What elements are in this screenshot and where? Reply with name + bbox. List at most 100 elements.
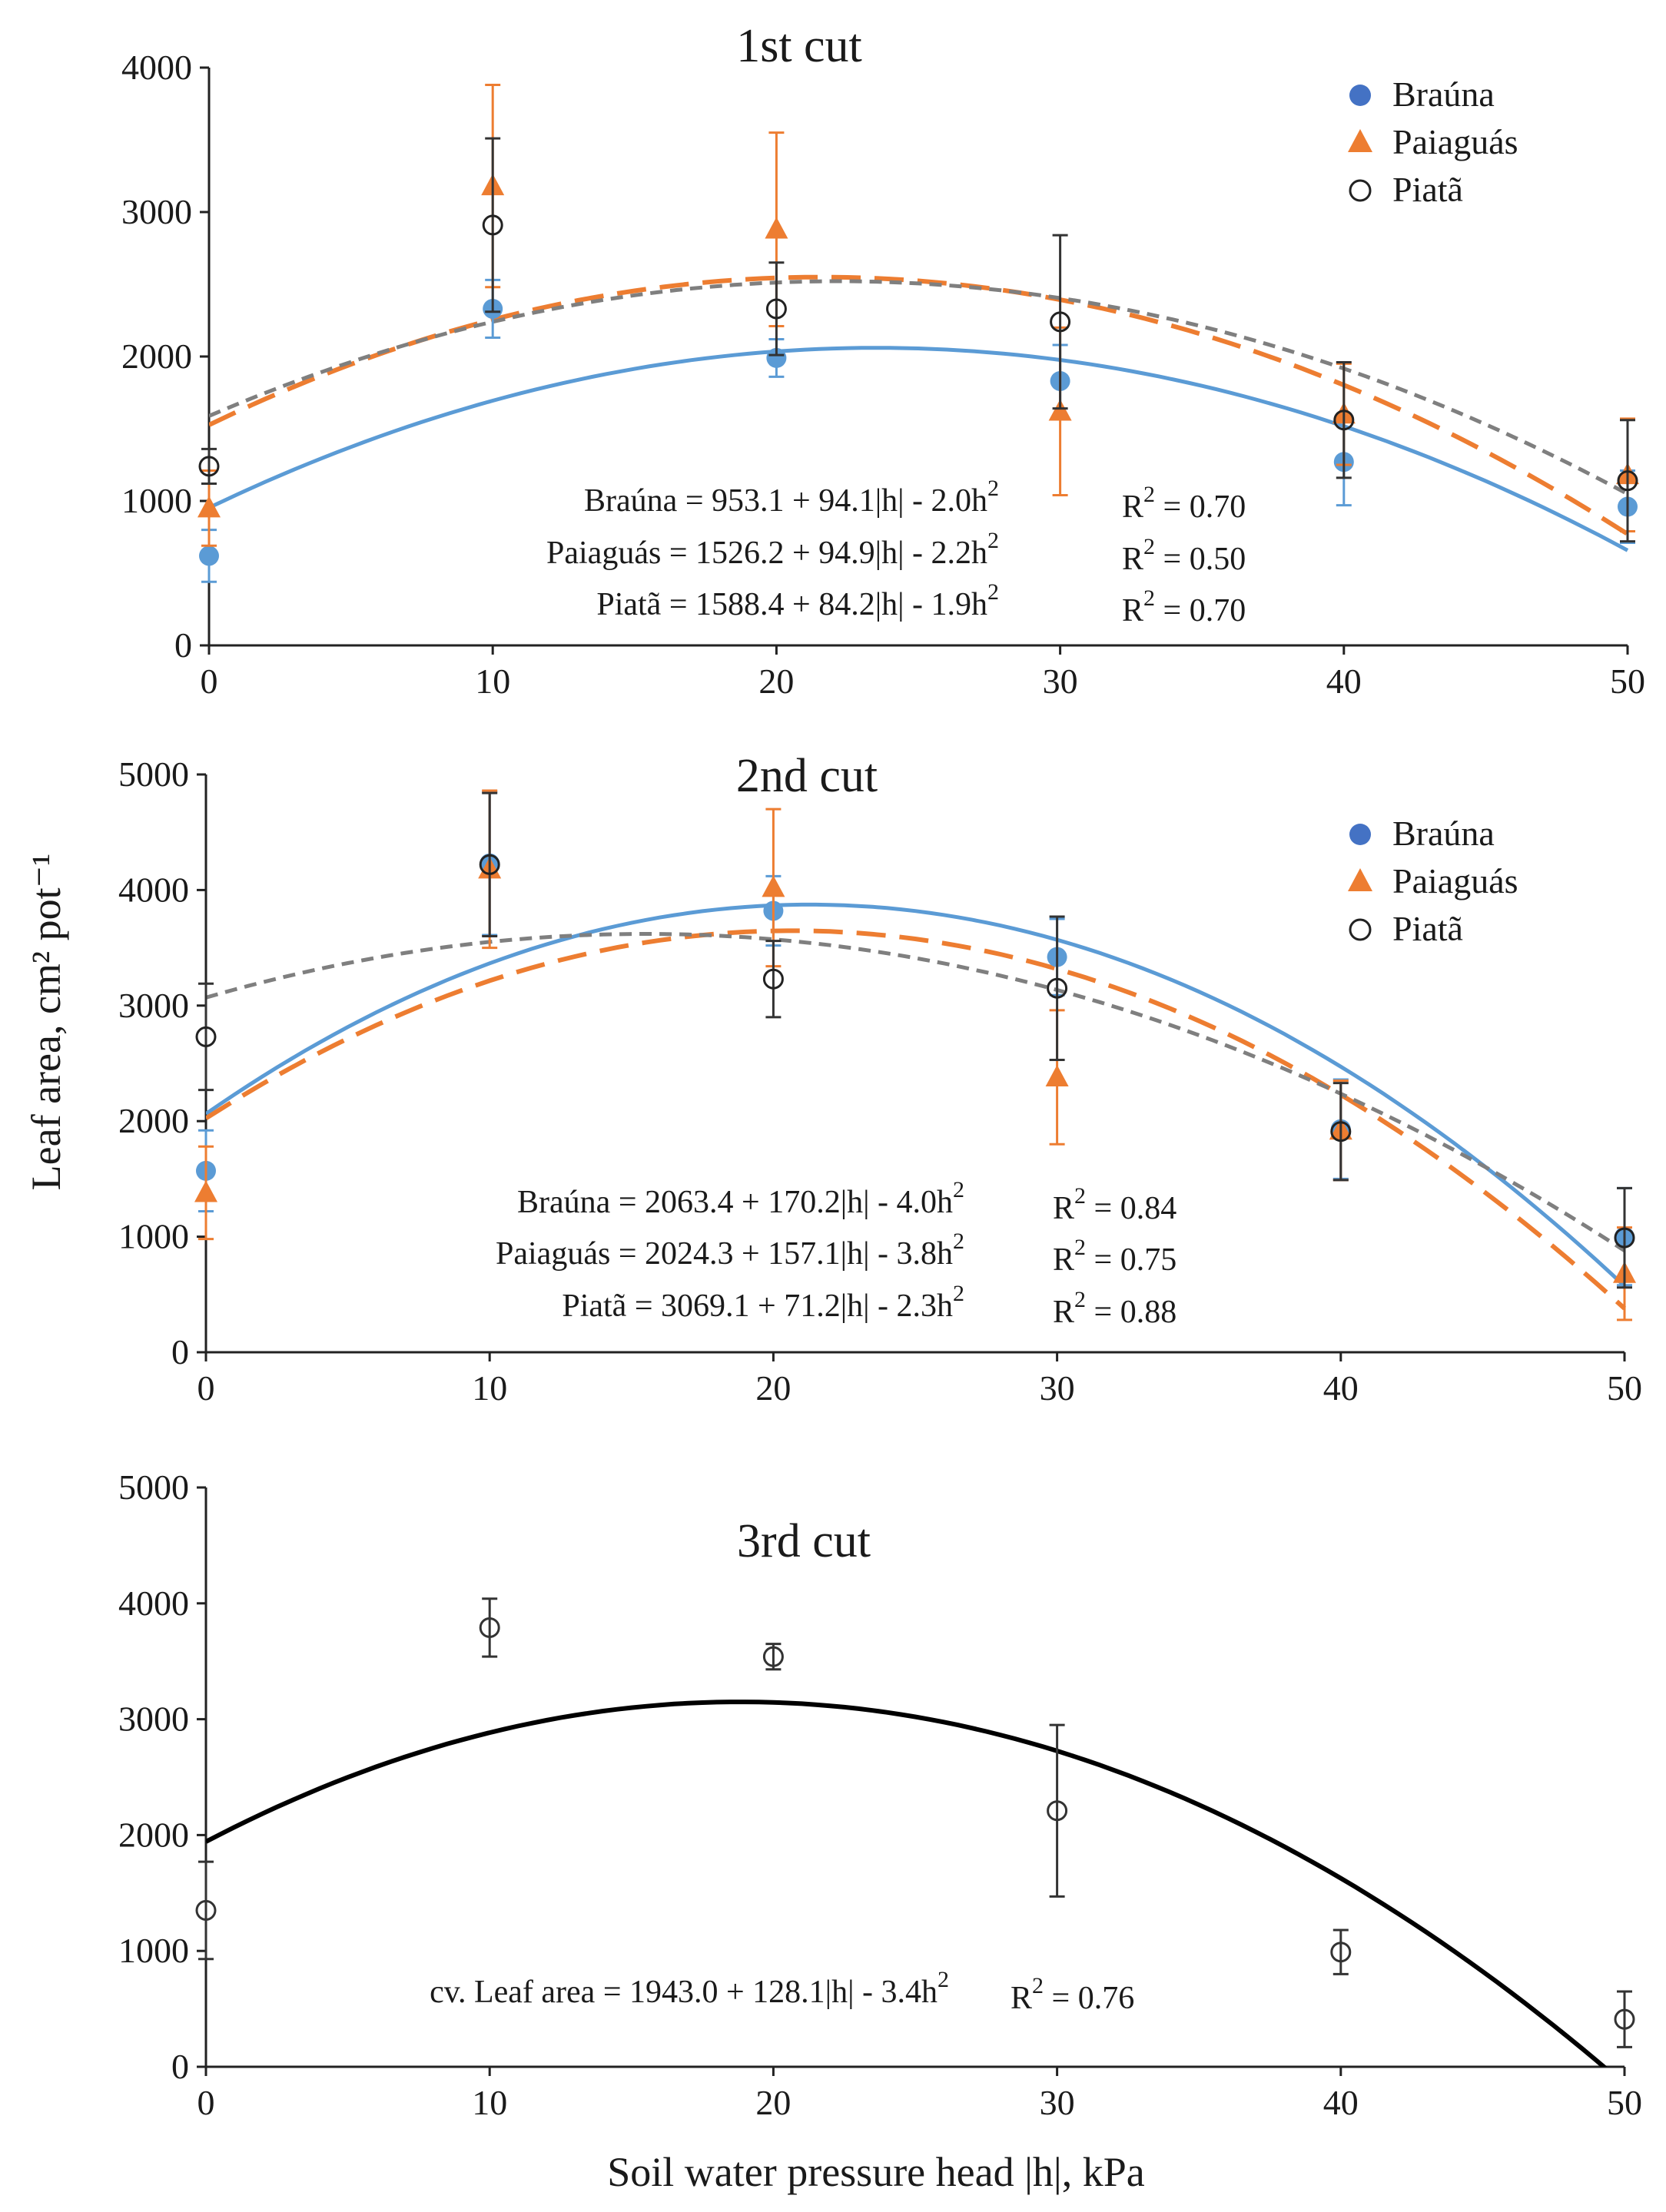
x-tick-label: 50 — [1610, 662, 1645, 701]
fit-curve-piatã — [206, 931, 1626, 1252]
r-squared-value: = 0.50 — [1155, 542, 1246, 577]
equation-exponent: 2 — [953, 1281, 964, 1306]
data-point-piata — [1614, 1227, 1635, 1249]
fit-curve-braúna — [209, 346, 1629, 552]
x-tick-label: 30 — [1040, 1368, 1075, 1408]
data-point-paiaguas — [194, 1180, 217, 1202]
y-tick-label: 4000 — [118, 870, 189, 909]
data-point-cv — [195, 1899, 217, 1921]
data-point-cv — [762, 1646, 784, 1667]
y-tick-label: 2000 — [118, 1815, 189, 1854]
x-tick-label: 20 — [755, 2083, 791, 2122]
legend-label: Paiaguás — [1392, 861, 1518, 900]
equation-exponent: 2 — [953, 1177, 964, 1202]
data-point-cv — [1330, 1942, 1352, 1963]
legend-marker-piata — [1349, 179, 1372, 202]
r-squared-exponent: 2 — [1143, 534, 1155, 559]
r-squared-value: = 0.88 — [1086, 1295, 1176, 1330]
chart-title: 3rd cut — [737, 1515, 871, 1567]
data-point-piata — [1617, 470, 1638, 492]
x-tick-label: 0 — [197, 1368, 215, 1408]
r-squared-exponent: 2 — [1074, 1287, 1086, 1312]
r-squared-symbol: R — [1011, 1981, 1032, 2016]
data-point-cv — [479, 1617, 500, 1638]
x-axis-title: Soil water pressure head |h|, kPa — [607, 2149, 1144, 2195]
r-squared-value: = 0.76 — [1044, 1981, 1134, 2016]
data-point-cv — [1047, 1800, 1068, 1822]
r-squared-exponent: 2 — [1032, 1973, 1044, 1998]
y-tick-label: 4000 — [121, 48, 192, 87]
x-tick-label: 0 — [201, 662, 218, 701]
legend-marker-paiaguas — [1348, 868, 1372, 891]
data-point-piata — [195, 1026, 217, 1047]
legend-label: Braúna — [1392, 814, 1495, 853]
y-tick-label: 0 — [171, 2047, 189, 2086]
r-squared-symbol: R — [1053, 1191, 1074, 1226]
chart-panel-2: 2nd cut 0 1000 2000 3000 4000 5000 0 10 20 30 40 50 B… — [118, 750, 1642, 1408]
r-squared-exponent: 2 — [1143, 585, 1155, 611]
x-tick-label: 10 — [472, 1368, 507, 1408]
equation-exponent: 2 — [987, 579, 999, 605]
equation-text: Paiaguás = 1526.2 + 94.9|h| - 2.2h2 — [546, 528, 999, 571]
equation-body: Braúna = 953.1 + 94.1|h| - 2.0h — [584, 483, 987, 519]
data-point-brauna — [199, 546, 219, 566]
y-tick-label: 3000 — [118, 1700, 189, 1739]
data-point-piata — [479, 854, 500, 875]
r-squared-symbol: R — [1053, 1242, 1074, 1278]
equation-body: Paiaguás = 2024.3 + 157.1|h| - 3.8h — [496, 1236, 953, 1272]
x-tick-label: 40 — [1326, 662, 1362, 701]
legend-marker-piata — [1349, 918, 1372, 941]
x-tick-label: 20 — [755, 1368, 791, 1408]
data-point-piata — [1330, 1121, 1352, 1142]
equation-exponent: 2 — [953, 1229, 964, 1254]
r-squared-text: R2 = 0.70 — [1122, 585, 1246, 628]
equation-exponent: 2 — [938, 1967, 949, 1992]
data-point-piata — [1050, 311, 1071, 333]
fit-curve-paiaguás — [209, 274, 1629, 536]
y-tick-label: 3000 — [118, 986, 189, 1025]
x-tick-label: 50 — [1607, 2083, 1642, 2122]
data-point-piata — [198, 456, 220, 477]
legend-label: Paiaguás — [1392, 122, 1518, 161]
r-squared-exponent: 2 — [1074, 1183, 1086, 1209]
y-tick-label: 3000 — [121, 192, 192, 231]
r-squared-text: R2 = 0.70 — [1122, 482, 1246, 525]
y-tick-label: 2000 — [121, 337, 192, 376]
y-tick-label: 0 — [174, 625, 192, 665]
data-point-paiaguas — [762, 875, 785, 897]
data-point-paiaguas — [197, 496, 221, 518]
r-squared-text: R2 = 0.75 — [1053, 1235, 1176, 1278]
r-squared-text: R2 = 0.84 — [1053, 1183, 1176, 1226]
x-tick-label: 30 — [1043, 662, 1078, 701]
r-squared-exponent: 2 — [1143, 482, 1155, 507]
chart-panel-1: 1st cut 0 1000 2000 3000 4000 0 10 20 30 40 50 Braún… — [121, 20, 1645, 701]
r-squared-exponent: 2 — [1074, 1235, 1086, 1260]
y-tick-label: 0 — [171, 1332, 189, 1371]
data-point-piata — [762, 968, 784, 990]
data-point-piata — [1333, 410, 1355, 431]
y-tick-label: 5000 — [118, 754, 189, 794]
y-tick-label: 1000 — [118, 1931, 189, 1970]
equation-body: Paiaguás = 1526.2 + 94.9|h| - 2.2h — [546, 536, 987, 571]
data-point-brauna — [766, 347, 787, 368]
x-tick-label: 20 — [758, 662, 794, 701]
legend-label: Piatã — [1392, 909, 1463, 948]
y-tick-label: 4000 — [118, 1584, 189, 1623]
r-squared-text: R2 = 0.50 — [1122, 534, 1246, 577]
fit-curve-piatã — [209, 279, 1629, 496]
data-point-piata — [765, 298, 787, 320]
r-squared-value: = 0.75 — [1086, 1242, 1176, 1278]
equation-body: Piatã = 1588.4 + 84.2|h| - 1.9h — [596, 587, 987, 622]
y-tick-label: 1000 — [118, 1217, 189, 1256]
x-tick-label: 10 — [475, 662, 510, 701]
equation-text: cv. Leaf area = 1943.0 + 128.1|h| - 3.4h… — [430, 1967, 949, 2010]
equation-text: Braúna = 2063.4 + 170.2|h| - 4.0h2 — [517, 1177, 964, 1220]
equation-exponent: 2 — [987, 476, 999, 501]
y-tick-label: 5000 — [118, 1467, 189, 1507]
equation-body: cv. Leaf area = 1943.0 + 128.1|h| - 3.4h — [430, 1975, 938, 2010]
fit-curve-braúna — [206, 902, 1626, 1288]
fit-curve-cv — [206, 1700, 1608, 2067]
x-tick-label: 30 — [1040, 2083, 1075, 2122]
x-tick-label: 10 — [472, 2083, 507, 2122]
